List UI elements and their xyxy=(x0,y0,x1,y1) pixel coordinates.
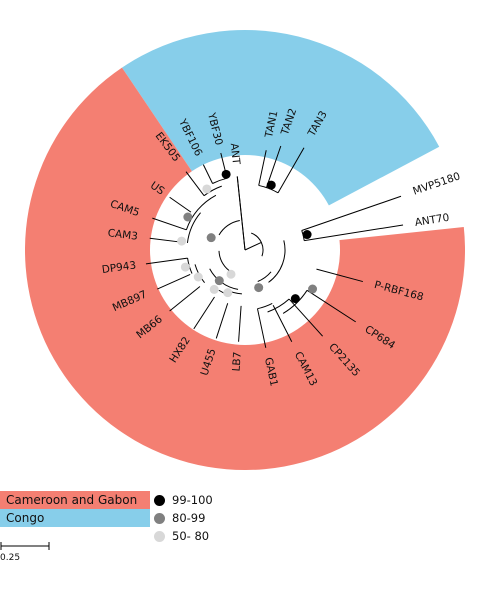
bootstrap-node xyxy=(254,283,264,293)
taxon-label: ANT xyxy=(228,143,242,166)
legend-congo: Congo xyxy=(0,509,150,527)
terminal-branch xyxy=(202,164,214,184)
legend-cameroon-gabon: Cameroon and Gabon xyxy=(0,491,150,509)
bootstrap-node xyxy=(214,276,224,286)
terminal-branch xyxy=(185,171,205,196)
taxon-label: ANT70 xyxy=(414,212,450,229)
terminal-branch xyxy=(258,150,267,186)
bootstrap-node xyxy=(266,180,276,190)
bootstrap-node xyxy=(177,236,187,246)
bootstrap-label-low: 50- 80 xyxy=(172,529,210,543)
bootstrap-node xyxy=(308,284,318,294)
taxon-label: LB7 xyxy=(231,351,244,372)
clade-arc xyxy=(185,194,217,230)
taxon-label: GAB1 xyxy=(262,356,280,387)
terminal-branch xyxy=(272,305,293,343)
bootstrap-node xyxy=(302,230,312,240)
ant-branch xyxy=(236,176,246,251)
bootstrap-node xyxy=(226,269,236,279)
black-dot-icon xyxy=(154,494,165,506)
terminal-branch xyxy=(266,145,282,188)
taxon-label: CAM3 xyxy=(107,227,139,243)
terminal-branch xyxy=(256,308,267,348)
taxon-label: MVP5180 xyxy=(411,170,462,197)
terminal-branch xyxy=(193,296,215,330)
clade-arc xyxy=(218,219,240,236)
bootstrap-label-high: 99-100 xyxy=(172,493,213,507)
terminal-branch xyxy=(238,305,242,342)
scale-bar-label: 0.25 xyxy=(0,553,21,563)
bootstrap-node xyxy=(206,233,216,243)
tree-branches xyxy=(145,145,404,348)
legend-bootstrap-50-80: 50- 80 xyxy=(154,527,209,545)
bootstrap-nodes xyxy=(177,169,318,304)
terminal-branch xyxy=(152,217,187,231)
terminal-branch xyxy=(316,268,363,283)
terminal-branch xyxy=(306,289,356,323)
terminal-branch xyxy=(145,257,188,265)
bootstrap-node xyxy=(202,184,212,194)
bootstrap-node xyxy=(183,212,193,222)
clade-arc xyxy=(267,298,290,313)
clade-arc xyxy=(186,212,201,243)
bootstrap-node xyxy=(221,169,231,179)
congo-sector xyxy=(121,29,440,250)
legend-bootstrap-99-100: 99-100 xyxy=(154,491,213,509)
taxon-label: DP943 xyxy=(101,259,137,276)
bootstrap-node xyxy=(209,284,219,294)
bootstrap-label-mid: 80-99 xyxy=(172,511,206,525)
light-grey-dot-icon xyxy=(154,530,165,542)
root-branch xyxy=(244,241,262,251)
bootstrap-node xyxy=(290,294,300,304)
terminal-branch xyxy=(277,147,305,194)
bootstrap-node xyxy=(180,262,190,272)
grey-dot-icon xyxy=(154,512,165,524)
clade-arc xyxy=(203,185,222,197)
terminal-branch xyxy=(169,196,192,213)
scale-bar xyxy=(0,542,50,550)
taxon-label: TAN1 xyxy=(263,110,281,140)
terminal-branch xyxy=(157,273,191,290)
terminal-branch xyxy=(215,303,229,339)
legend-bootstrap-80-99: 80-99 xyxy=(154,509,205,527)
legend-cameroon-gabon-label: Cameroon and Gabon xyxy=(6,493,138,507)
legend-congo-label: Congo xyxy=(6,511,45,525)
terminal-branch xyxy=(301,195,402,231)
clade-arc xyxy=(268,240,286,283)
clade-arc xyxy=(282,290,308,314)
terminal-branch xyxy=(304,224,404,242)
clade-arc xyxy=(257,303,273,310)
clade-arc xyxy=(257,271,272,282)
bootstrap-node xyxy=(223,288,233,298)
terminal-branch xyxy=(169,286,201,312)
bootstrap-node xyxy=(193,272,203,282)
